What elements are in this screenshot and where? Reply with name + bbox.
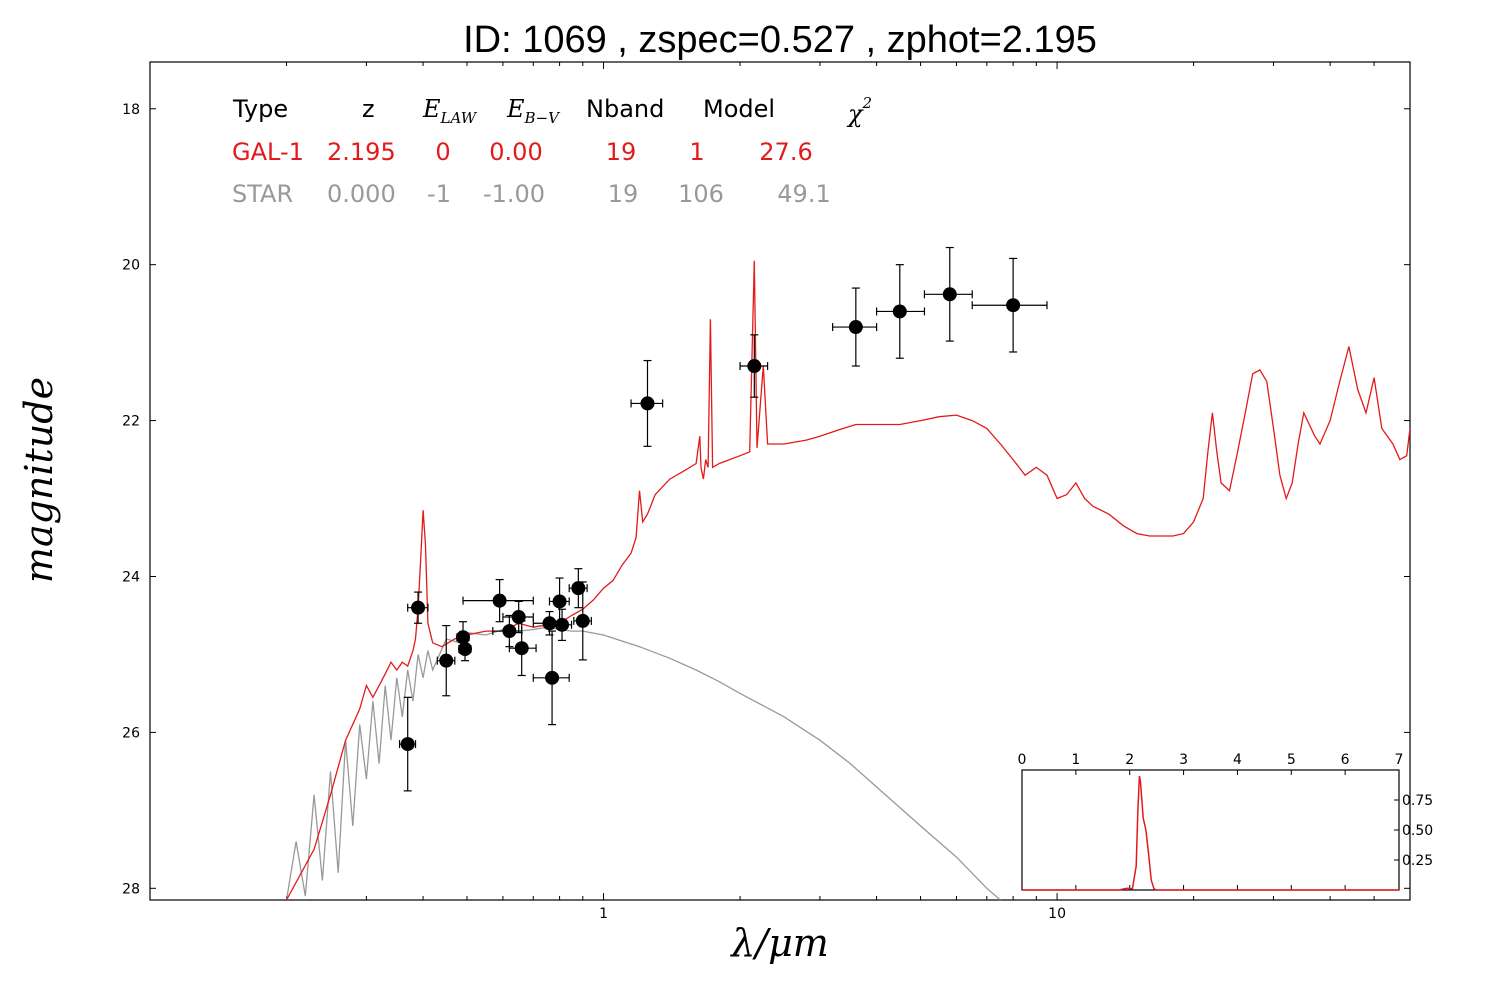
- chart-title: ID: 1069 , zspec=0.527 , zphot=2.195: [463, 19, 1097, 61]
- x-tick-label: 10: [1048, 906, 1066, 922]
- data-point: [739, 334, 769, 398]
- data-point: [551, 608, 573, 642]
- star-model: 106: [678, 180, 724, 208]
- gal-z: 2.195: [327, 138, 396, 166]
- gal-model: 1: [689, 138, 704, 166]
- point-marker: [502, 624, 517, 639]
- data-point: [548, 577, 570, 626]
- inset-x-tick-label: 3: [1179, 752, 1188, 768]
- point-marker: [1006, 298, 1021, 313]
- inset-y-tick-label: 0.25: [1402, 853, 1433, 869]
- data-point: [532, 630, 570, 726]
- plot-frame: [149, 61, 1411, 901]
- y-tick-label: 28: [122, 881, 140, 897]
- data-point: [398, 696, 417, 792]
- inset-x-tick-label: 2: [1125, 752, 1134, 768]
- table-row-star: STAR 0.000 -1 -1.00 19 106 49.1: [232, 180, 831, 208]
- y-tick-label: 18: [122, 102, 140, 118]
- point-marker: [575, 613, 590, 628]
- y-tick-label: 26: [122, 725, 140, 741]
- pdz-inset: 0 1 2 3 4 5 6 7 0.25 0.50 0.75: [1018, 752, 1433, 891]
- data-point: [568, 568, 588, 609]
- y-tick-label: 22: [122, 414, 140, 430]
- star-z: 0.000: [327, 180, 396, 208]
- point-marker: [458, 641, 473, 656]
- inset-x-tick-label: 0: [1018, 752, 1027, 768]
- fit-table: Type z ELAW EB−V Nband Model χ2 GAL-1 2.…: [232, 94, 872, 208]
- star-type: STAR: [232, 180, 293, 208]
- gal-nband: 19: [606, 138, 637, 166]
- star-ebv: -1.00: [483, 180, 545, 208]
- inset-x-tick-label: 5: [1287, 752, 1296, 768]
- point-marker: [411, 600, 426, 615]
- header-nband: Nband: [586, 95, 664, 123]
- header-z: z: [362, 95, 375, 123]
- pdz-curve: [1022, 775, 1399, 891]
- data-point: [832, 287, 878, 367]
- data-point: [508, 620, 537, 677]
- gal-ebv: 0.00: [489, 138, 542, 166]
- gal-type: GAL-1: [232, 138, 304, 166]
- data-point: [458, 636, 473, 662]
- point-marker: [892, 304, 907, 319]
- data-point: [630, 359, 664, 447]
- point-marker: [640, 396, 655, 411]
- inset-x-tick-label: 4: [1233, 752, 1242, 768]
- header-type: Type: [232, 95, 288, 123]
- gal-elaw: 0: [435, 138, 450, 166]
- gal-chi2: 27.6: [759, 138, 812, 166]
- point-marker: [400, 737, 415, 752]
- y-tick-label: 24: [122, 569, 140, 585]
- inset-y-ticks: 0.25 0.50 0.75: [1394, 793, 1433, 869]
- data-point: [923, 246, 973, 342]
- x-tick-label: 1: [599, 906, 608, 922]
- data-point: [573, 581, 592, 661]
- point-marker: [942, 287, 957, 302]
- point-marker: [511, 610, 526, 625]
- point-marker: [571, 581, 586, 596]
- star-elaw: -1: [427, 180, 451, 208]
- data-point: [971, 257, 1048, 353]
- data-point: [462, 579, 534, 623]
- point-marker: [555, 617, 570, 632]
- header-chi2: χ2: [846, 94, 872, 128]
- table-row-galaxy: GAL-1 2.195 0 0.00 19 1 27.6: [232, 138, 813, 166]
- point-marker: [848, 320, 863, 335]
- star-chi2: 49.1: [777, 180, 830, 208]
- inset-y-tick-label: 0.50: [1402, 823, 1433, 839]
- point-marker: [542, 616, 557, 631]
- inset-x-tick-label: 7: [1395, 752, 1404, 768]
- data-point: [436, 625, 456, 697]
- inset-x-tick-label: 6: [1341, 752, 1350, 768]
- point-marker: [545, 670, 560, 685]
- header-ebv: EB−V: [506, 95, 561, 127]
- photometry-points: [398, 246, 1048, 792]
- header-elaw: ELAW: [422, 95, 478, 127]
- star-nband: 19: [608, 180, 639, 208]
- y-axis-label: magnitude: [17, 377, 61, 583]
- inset-y-tick-label: 0.75: [1402, 793, 1433, 809]
- data-point: [875, 264, 926, 359]
- point-marker: [552, 594, 567, 609]
- data-point: [407, 591, 429, 624]
- y-tick-label: 20: [122, 258, 140, 274]
- galaxy-template-curve: [285, 260, 1410, 900]
- inset-frame: [1021, 769, 1400, 891]
- point-marker: [439, 653, 454, 668]
- point-marker: [514, 641, 529, 656]
- point-marker: [492, 593, 507, 608]
- point-marker: [747, 359, 762, 374]
- star-template-curve: [285, 626, 1001, 900]
- x-axis-label: λ/μm: [729, 921, 829, 965]
- inset-x-tick-label: 1: [1071, 752, 1080, 768]
- header-model: Model: [703, 95, 775, 123]
- x-axis-ticks: 1 10: [149, 62, 1411, 922]
